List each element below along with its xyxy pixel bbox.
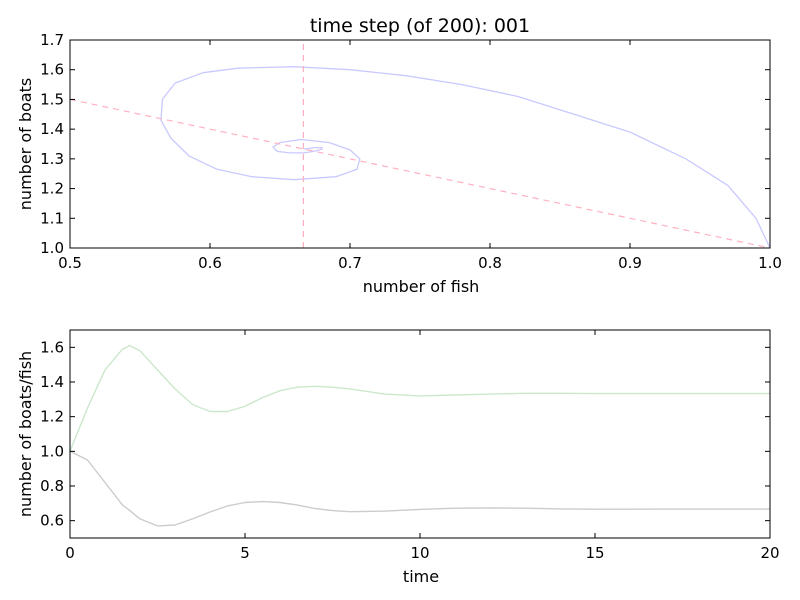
phase-plot-xtick-label: 0.7 bbox=[338, 254, 362, 272]
phase-plot-ytick-label: 1.1 bbox=[40, 209, 64, 227]
phase-plot-ytick-label: 1.5 bbox=[40, 90, 64, 108]
time-series-xtick-label: 0 bbox=[65, 544, 75, 562]
time-series-ytick-label: 0.8 bbox=[40, 477, 64, 495]
phase-plot-xtick-label: 1.0 bbox=[758, 254, 782, 272]
phase-plot-frame bbox=[69, 39, 771, 249]
phase-plot-xtick-label: 0.6 bbox=[198, 254, 222, 272]
time-series-marks bbox=[69, 344, 770, 527]
time-series-frame bbox=[69, 329, 771, 539]
fish-series-line bbox=[69, 450, 770, 527]
phase-plot-xlabel: number of fish bbox=[363, 277, 480, 296]
time-series-ytick-label: 1.2 bbox=[40, 408, 64, 426]
time-series-xtick-label: 15 bbox=[585, 544, 604, 562]
time-series-ytick-label: 0.6 bbox=[40, 512, 64, 530]
phase-plot-marks bbox=[69, 40, 771, 249]
phase-plot: time step (of 200): 001 0.5 0.6 0.7 0.8 0.9 1… bbox=[16, 15, 782, 296]
time-series-xtick-label: 5 bbox=[240, 544, 250, 562]
phase-plot-ytick-label: 1.4 bbox=[40, 120, 64, 138]
phase-plot-ytick-label: 1.7 bbox=[40, 31, 64, 49]
phase-plot-ytick-label: 1.0 bbox=[40, 239, 64, 257]
time-series-xlabel: time bbox=[403, 567, 439, 586]
phase-trajectory-line bbox=[160, 66, 771, 249]
nullcline-line bbox=[69, 98, 771, 249]
time-series-ylabel: number of boats/fish bbox=[16, 351, 35, 517]
time-series-plot: 0 5 10 15 20 0.6 0.8 1.0 1.2 1.4 1.6 time number o… bbox=[16, 329, 780, 586]
phase-plot-ytick-label: 1.6 bbox=[40, 61, 64, 79]
time-series-ytick-label: 1.0 bbox=[40, 442, 64, 460]
phase-plot-xtick-label: 0.5 bbox=[58, 254, 82, 272]
phase-plot-xtick-label: 0.8 bbox=[478, 254, 502, 272]
time-series-xtick-label: 20 bbox=[760, 544, 779, 562]
phase-plot-ticks: 0.5 0.6 0.7 0.8 0.9 1.0 1.0 1.1 1.2 1.3 1.4 1.5 1.6 1… bbox=[40, 31, 782, 272]
time-series-ytick-label: 1.4 bbox=[40, 373, 64, 391]
phase-plot-xtick-label: 0.9 bbox=[618, 254, 642, 272]
phase-plot-ytick-label: 1.3 bbox=[40, 150, 64, 168]
boats-series-line bbox=[69, 344, 770, 452]
phase-plot-ytick-label: 1.2 bbox=[40, 180, 64, 198]
time-series-ticks: 0 5 10 15 20 0.6 0.8 1.0 1.2 1.4 1.6 bbox=[40, 330, 780, 562]
phase-plot-ylabel: number of boats bbox=[16, 78, 35, 210]
time-series-ytick-label: 1.6 bbox=[40, 338, 64, 356]
time-series-xtick-label: 10 bbox=[410, 544, 429, 562]
phase-plot-title: time step (of 200): 001 bbox=[310, 15, 530, 37]
